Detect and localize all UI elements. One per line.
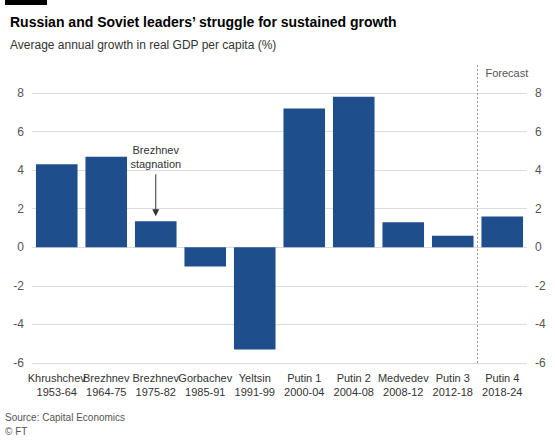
svg-text:Russian and Soviet leaders’ st: Russian and Soviet leaders’ struggle for…	[10, 14, 397, 30]
svg-text:Medvedev: Medvedev	[378, 372, 429, 384]
svg-text:-6: -6	[535, 356, 546, 370]
svg-text:-2: -2	[13, 279, 24, 293]
svg-text:2018-24: 2018-24	[482, 386, 522, 398]
svg-text:Putin 1: Putin 1	[287, 372, 321, 384]
svg-text:2008-12: 2008-12	[383, 386, 423, 398]
svg-text:Putin 2: Putin 2	[337, 372, 371, 384]
svg-text:1985-91: 1985-91	[185, 386, 225, 398]
svg-text:-4: -4	[535, 317, 546, 331]
svg-text:1975-82: 1975-82	[136, 386, 176, 398]
svg-text:2: 2	[535, 202, 542, 216]
svg-text:2012-18: 2012-18	[433, 386, 473, 398]
svg-text:Source: Capital Economics: Source: Capital Economics	[5, 412, 125, 423]
svg-text:Average annual growth in real: Average annual growth in real GDP per ca…	[10, 38, 276, 52]
svg-text:8: 8	[535, 86, 542, 100]
svg-text:2000-04: 2000-04	[284, 386, 324, 398]
svg-text:4: 4	[17, 163, 24, 177]
svg-text:1991-99: 1991-99	[235, 386, 275, 398]
svg-text:Brezhnev: Brezhnev	[83, 372, 130, 384]
svg-text:8: 8	[17, 86, 24, 100]
svg-text:0: 0	[17, 240, 24, 254]
svg-text:4: 4	[535, 163, 542, 177]
svg-text:Forecast: Forecast	[486, 67, 529, 79]
svg-text:6: 6	[535, 125, 542, 139]
svg-text:Putin 3: Putin 3	[436, 372, 470, 384]
svg-text:2004-08: 2004-08	[334, 386, 374, 398]
svg-text:© FT: © FT	[5, 426, 27, 437]
svg-text:6: 6	[17, 125, 24, 139]
svg-text:Yeltsin: Yeltsin	[239, 372, 271, 384]
svg-text:stagnation: stagnation	[130, 158, 181, 170]
svg-text:Khrushchev: Khrushchev	[28, 372, 87, 384]
svg-text:-4: -4	[13, 317, 24, 331]
svg-text:Brezhnev: Brezhnev	[133, 144, 180, 156]
svg-text:Brezhnev: Brezhnev	[133, 372, 180, 384]
svg-text:0: 0	[535, 240, 542, 254]
svg-text:-2: -2	[535, 279, 546, 293]
svg-text:Gorbachev: Gorbachev	[178, 372, 232, 384]
svg-text:1964-75: 1964-75	[86, 386, 126, 398]
svg-text:-6: -6	[13, 356, 24, 370]
svg-text:1953-64: 1953-64	[37, 386, 77, 398]
svg-text:2: 2	[17, 202, 24, 216]
svg-text:Putin 4: Putin 4	[485, 372, 519, 384]
